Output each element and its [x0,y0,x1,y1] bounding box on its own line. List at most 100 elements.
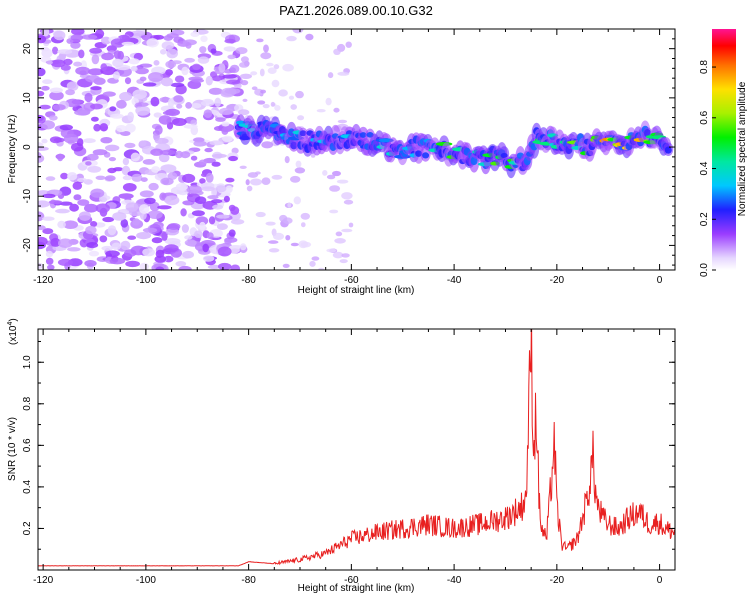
noise-blob [130,30,146,36]
noise-blob [336,179,349,184]
noise-blob [41,138,48,144]
noise-blob [154,255,167,263]
noise-blob [100,137,113,144]
colorbar: 0.0 0.2 0.4 0.6 0.8 Normalized spectral ampl… [699,29,748,277]
svg-text:(x104): (x104) [7,318,19,345]
spectrogram-xtick-label: -120 [33,275,53,286]
noise-blob [294,167,306,174]
noise-blob [274,105,281,111]
noise-blob [105,144,120,152]
noise-blob [91,54,100,65]
noise-blob [211,153,227,158]
noise-blob [300,241,312,248]
noise-blob [178,265,192,270]
noise-blob [151,166,161,173]
noise-blob [65,98,81,108]
noise-blob [85,225,97,235]
snr-xtick-label: -100 [136,575,156,586]
noise-blob [49,87,64,94]
noise-blob [115,125,127,133]
noise-blob [157,205,172,210]
noise-blob [77,199,90,206]
snr-ytick-label: 0.6 [22,438,33,452]
noise-blob [200,35,208,43]
noise-blob [230,219,245,225]
noise-blob [86,153,99,161]
noise-blob [266,62,274,67]
noise-blob [278,89,288,97]
noise-blob [224,237,232,245]
snr-xtick-label: 0 [657,575,663,586]
spectrogram-ylabel: Frequency (Hz) [7,115,18,184]
noise-blob [329,209,339,214]
noise-blob [131,173,143,182]
noise-blob [58,238,73,248]
noise-blob [223,46,236,52]
noise-blob [140,177,148,183]
noise-blob [332,251,344,259]
noise-blob [190,103,202,109]
noise-blob [120,240,131,251]
noise-blob [255,211,266,218]
noise-blob [297,115,305,121]
noise-blob [110,38,126,48]
noise-blob [40,47,50,52]
noise-blob [182,250,195,259]
noise-blob [73,61,82,67]
noise-blob [139,262,150,270]
noise-blob [325,97,332,106]
noise-blob [202,243,209,253]
noise-blob [53,30,66,41]
noise-blob [256,234,264,239]
noise-blob [225,177,235,183]
noise-blob [212,204,224,210]
noise-blob [72,181,83,190]
noise-blob [84,203,99,213]
snr-panel: -120 -100 -80 -60 -40 -20 0 0.2 0.4 0.6 0.8 1.0 Hei… [7,318,676,594]
ridge-body [299,130,307,137]
noise-blob [234,83,242,89]
noise-blob [194,196,207,204]
snr-xtick-label: -80 [241,575,256,586]
noise-blob [139,76,147,82]
noise-blob [292,29,304,34]
noise-blob [38,236,48,246]
noise-blob [57,49,73,55]
noise-blob [136,232,152,240]
noise-blob [39,104,51,110]
noise-blob [146,38,159,48]
noise-blob [124,142,136,149]
noise-blob [240,80,249,86]
noise-blob [211,161,221,167]
noise-blob [159,96,171,103]
noise-blob [193,140,207,147]
noise-blob [257,100,266,105]
noise-blob [50,59,66,68]
noise-blob [166,33,179,39]
noise-blob [132,89,147,100]
noise-blob [101,36,111,45]
snr-ticks: -120 -100 -80 -60 -40 -20 0 0.2 0.4 0.6 0.8 1.0 [22,329,675,586]
noise-blob [84,260,97,267]
colorbar-tick-label: 0.2 [699,212,710,226]
noise-blob [73,194,82,201]
noise-blob [91,116,99,122]
noise-blob [211,199,223,204]
noise-blob [112,212,127,221]
noise-blob [199,46,207,54]
noise-blob [343,199,354,205]
noise-blob [45,250,54,258]
noise-blob [339,259,348,264]
noise-blob [38,200,50,208]
noise-blob [327,72,334,79]
ridge-body [415,150,423,157]
noise-blob [199,221,206,231]
noise-blob [105,250,120,257]
noise-blob [38,225,46,231]
noise-blob [185,42,192,49]
noise-blob [268,248,280,253]
noise-blob [335,231,343,237]
noise-blob [341,192,353,200]
noise-blob [142,82,157,87]
spectrogram-xtick-label: -40 [447,275,462,286]
